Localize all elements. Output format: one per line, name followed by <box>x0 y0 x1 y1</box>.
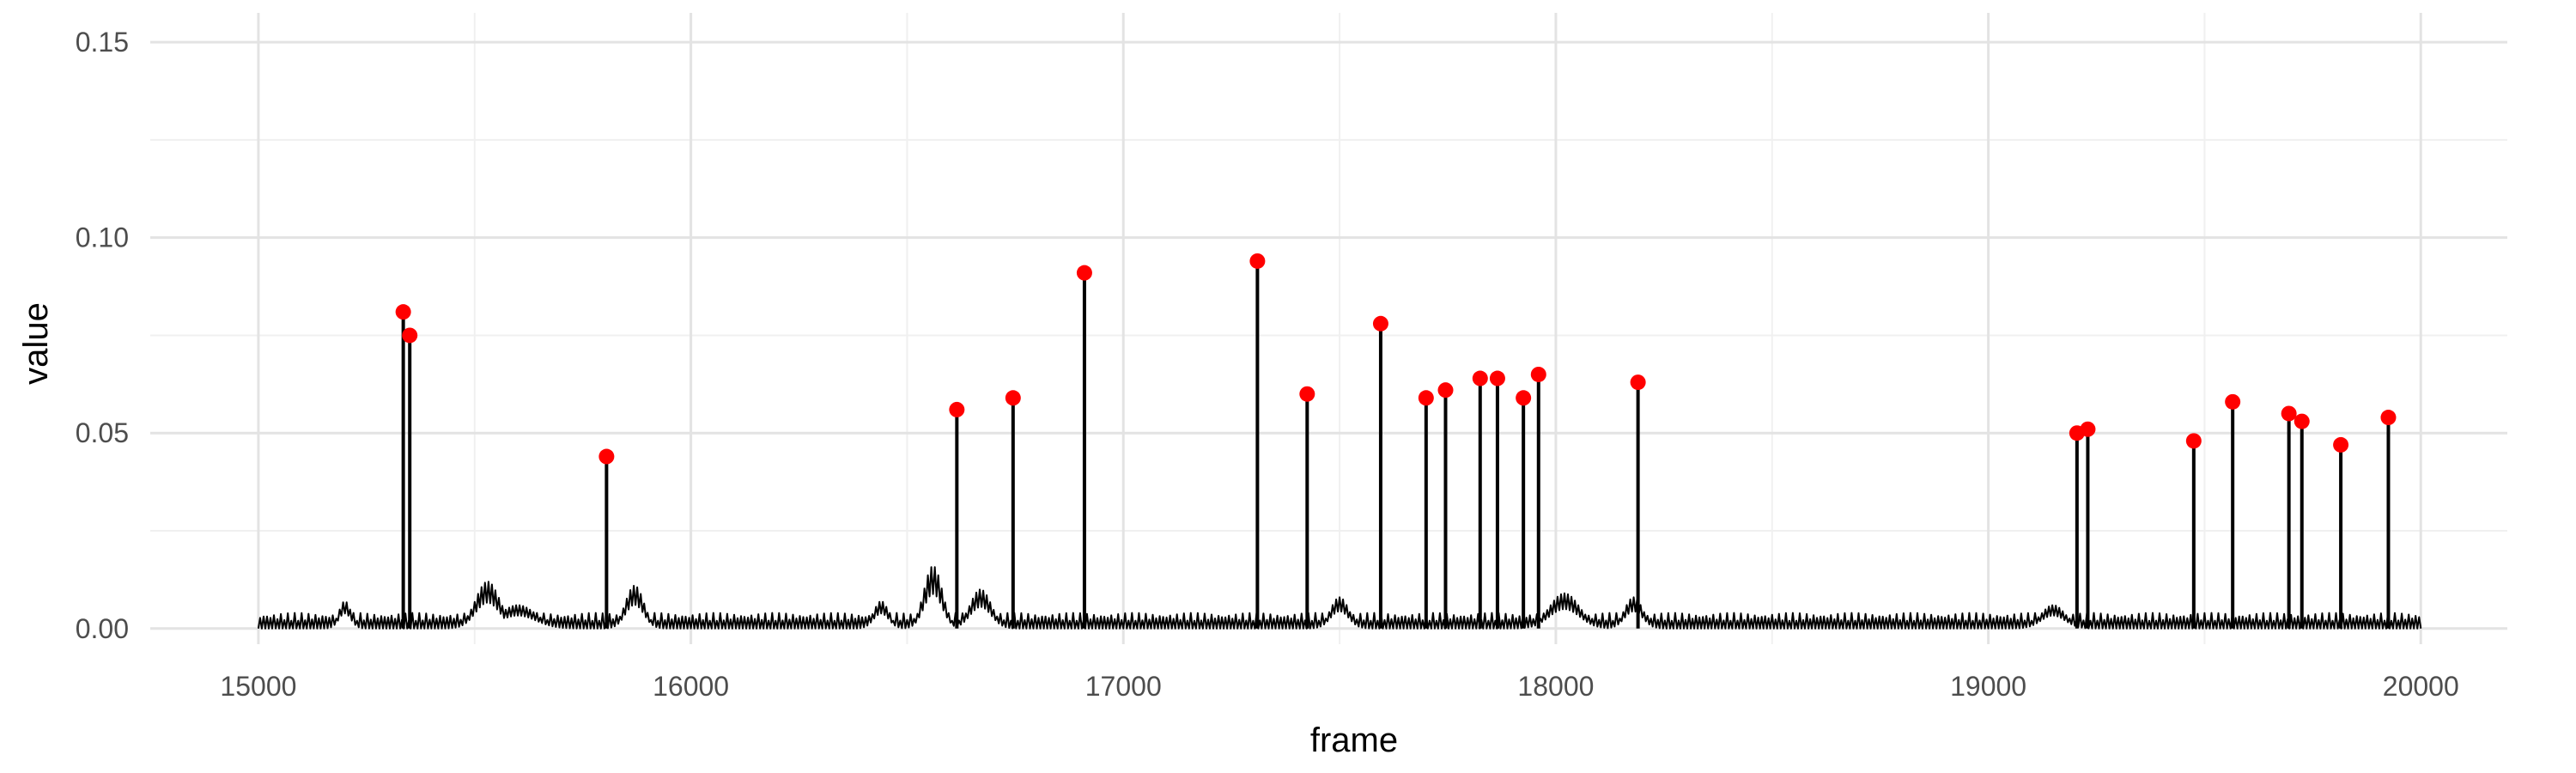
x-tick-label: 18000 <box>1517 671 1594 702</box>
peak-point <box>2281 405 2297 422</box>
y-tick-label: 0.10 <box>76 222 129 253</box>
x-axis-title: frame <box>1310 721 1398 759</box>
y-tick-label: 0.05 <box>76 417 129 448</box>
peak-point <box>1489 370 1505 386</box>
peak-point <box>1630 374 1646 391</box>
major-grid <box>150 13 2507 644</box>
peak-point <box>2080 421 2096 437</box>
x-tick-label: 16000 <box>653 671 729 702</box>
peak-point <box>1516 390 1532 406</box>
peak-point <box>2333 436 2349 453</box>
peak-point <box>1437 382 1454 399</box>
peak-point <box>1372 315 1388 332</box>
y-tick-label: 0.00 <box>76 613 129 644</box>
peak-point <box>1530 366 1546 382</box>
peak-point <box>2293 413 2310 429</box>
y-axis: 0.00 0.05 0.10 0.15 <box>76 27 129 644</box>
signal-line <box>257 566 2422 630</box>
x-tick-label: 17000 <box>1085 671 1162 702</box>
peak-point <box>1005 390 1021 406</box>
x-tick-label: 19000 <box>1950 671 2026 702</box>
peak-points <box>395 253 2397 465</box>
peak-point <box>1418 390 1434 406</box>
peak-point <box>2185 433 2202 449</box>
peak-point <box>402 327 418 344</box>
peak-point <box>395 304 411 320</box>
y-tick-label: 0.15 <box>76 27 129 58</box>
peak-point <box>1472 370 1488 386</box>
peak-point <box>2380 410 2397 426</box>
peak-point <box>1299 386 1315 402</box>
minor-grid <box>150 13 2507 644</box>
peak-point <box>598 448 615 465</box>
x-tick-label: 20000 <box>2383 671 2459 702</box>
peak-point <box>949 401 965 417</box>
peak-point <box>1076 265 1092 281</box>
x-tick-label: 15000 <box>220 671 296 702</box>
peak-point <box>1249 253 1266 269</box>
peak-point <box>2225 393 2241 410</box>
x-axis: 15000 16000 17000 18000 19000 20000 <box>220 671 2458 702</box>
plot-background <box>150 13 2507 644</box>
series-line <box>257 260 2422 630</box>
y-axis-title: value <box>17 302 55 385</box>
